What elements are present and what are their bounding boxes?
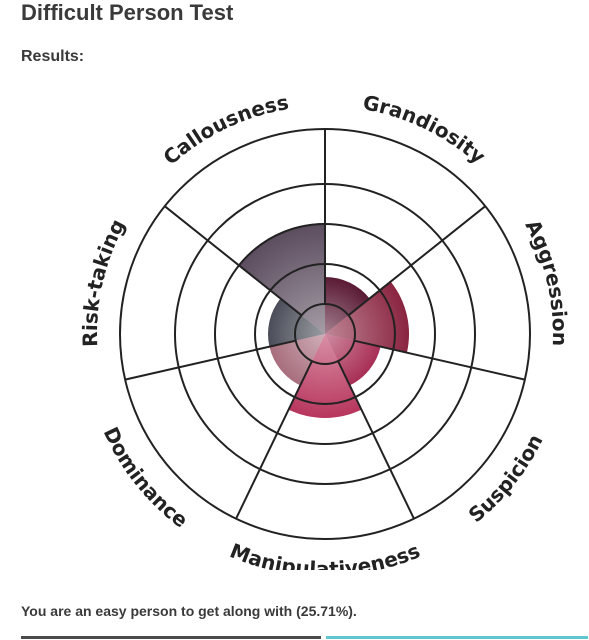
footer-bar-left bbox=[21, 636, 321, 639]
grid-spoke bbox=[347, 205, 486, 317]
results-label: Results: bbox=[21, 48, 85, 65]
footer-bar-right bbox=[326, 636, 588, 639]
polar-area-chart: Callousness Grandiosity Aggression Suspicio… bbox=[78, 90, 573, 570]
sector-grandiosity bbox=[325, 277, 370, 334]
sector-manipulativeness bbox=[288, 334, 362, 419]
grid-spoke bbox=[354, 339, 526, 381]
label-grandiosity: Grandiosity bbox=[361, 90, 490, 168]
sector-suspicion bbox=[325, 334, 381, 386]
label-aggression: Aggression bbox=[521, 216, 573, 347]
footer-bars bbox=[21, 636, 589, 640]
grid-spoke bbox=[337, 360, 415, 520]
label-risk-taking: Risk-taking bbox=[78, 215, 130, 347]
label-manipulativeness: Manipulativeness bbox=[227, 538, 424, 570]
sector-aggression bbox=[325, 281, 409, 353]
result-summary: You are an easy person to get along with… bbox=[21, 603, 357, 619]
personality-chart: Callousness Grandiosity Aggression Suspicio… bbox=[0, 90, 589, 570]
sector-dominance bbox=[269, 334, 325, 386]
grid-spoke bbox=[124, 339, 296, 381]
grid-spoke bbox=[235, 360, 313, 520]
grid-spoke bbox=[164, 205, 303, 317]
label-callousness: Callousness bbox=[159, 90, 291, 170]
label-suspicion: Suspicion bbox=[464, 430, 548, 527]
page-title: Difficult Person Test bbox=[21, 0, 234, 25]
